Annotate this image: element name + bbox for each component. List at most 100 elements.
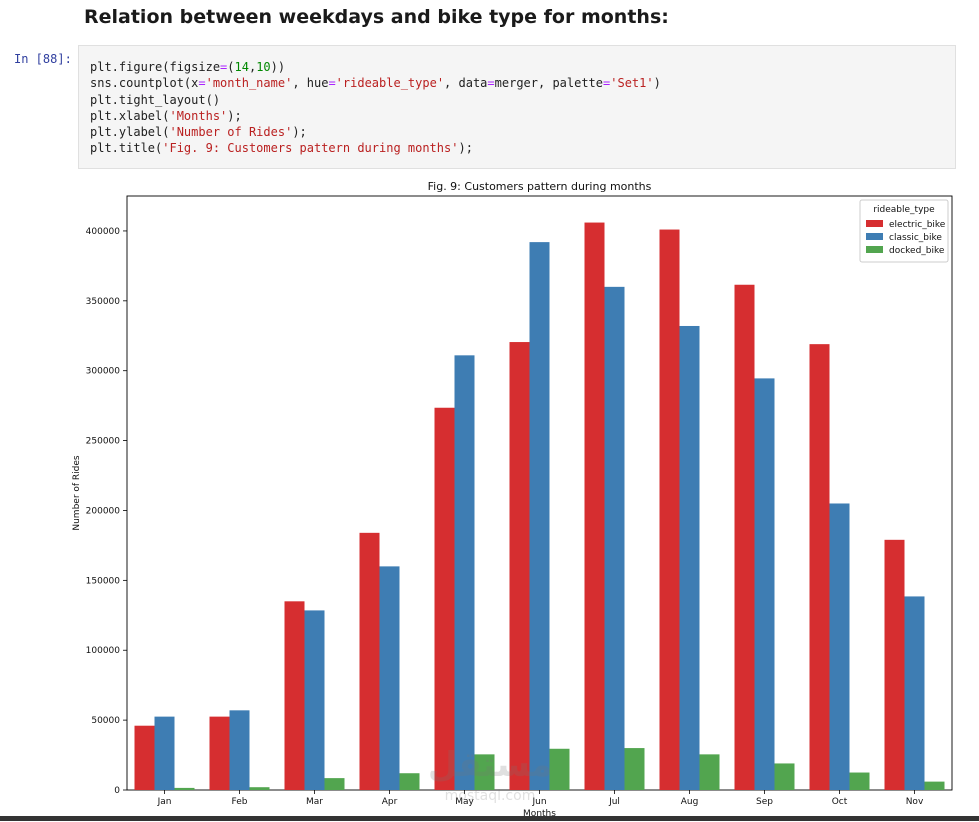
y-tick-label: 250000 (86, 437, 121, 447)
code-token: ( (227, 60, 235, 74)
code-token: merger, palette (494, 76, 604, 91)
bar-classic_bike-nov (904, 596, 925, 790)
bar-electric_bike-sep (734, 284, 755, 790)
y-tick-label: 150000 (86, 576, 121, 586)
code-line: plt.xlabel('Months'); (90, 108, 955, 124)
code-token: = (603, 76, 611, 91)
code-token: 'rideable_type' (335, 76, 445, 91)
code-token: plt.xlabel( (90, 108, 170, 123)
code-token: 'month_name' (205, 76, 293, 91)
code-token: 10 (256, 60, 271, 74)
bar-docked_bike-oct (849, 772, 870, 790)
bar-classic_bike-aug (679, 325, 700, 790)
bar-docked_bike-apr (399, 773, 420, 790)
y-axis-label: Number of Rides (72, 455, 82, 531)
code-token: , hue (292, 76, 329, 91)
code-token: ); (458, 141, 473, 156)
x-tick-label: Aug (681, 797, 699, 807)
code-line: plt.title('Fig. 9: Customers pattern dur… (90, 140, 955, 156)
bar-classic_bike-mar (304, 610, 325, 790)
bar-electric_bike-mar (284, 601, 305, 790)
bar-electric_bike-oct (809, 344, 830, 790)
bar-docked_bike-may (474, 754, 495, 790)
bar-electric_bike-aug (659, 229, 680, 791)
bar-docked_bike-nov (924, 781, 945, 790)
y-tick-label: 0 (114, 786, 120, 796)
bar-classic_bike-jan (154, 716, 175, 790)
x-tick-label: Sep (756, 797, 773, 807)
y-tick-label: 100000 (86, 646, 121, 656)
x-tick-label: Feb (232, 797, 248, 807)
x-tick-label: Jun (531, 797, 546, 807)
bar-docked_bike-mar (324, 778, 345, 790)
legend-swatch-electric_bike (866, 220, 883, 227)
bar-classic_bike-apr (379, 566, 400, 790)
code-token: ) (653, 76, 661, 91)
bar-classic_bike-jun (529, 242, 550, 791)
code-token: plt.ylabel( (90, 125, 170, 140)
bar-docked_bike-jun (549, 748, 570, 790)
code-line: plt.ylabel('Number of Rides'); (90, 124, 955, 140)
bar-classic_bike-may (454, 355, 475, 790)
legend-title: rideable_type (873, 205, 935, 215)
legend-label-classic_bike: classic_bike (889, 233, 942, 243)
x-tick-label: Jul (608, 797, 620, 807)
section-heading: Relation between weekdays and bike type … (84, 6, 669, 28)
code-token: sns.countplot(x (90, 76, 199, 91)
code-token: 14 (234, 60, 249, 74)
bar-docked_bike-jan (174, 787, 195, 790)
code-editor[interactable]: plt.figure(figsize=(14,10)) sns.countplot… (79, 46, 955, 157)
x-axis-label: Months (523, 809, 556, 818)
code-token: 'Months' (169, 108, 228, 123)
bar-chart: Fig. 9: Customers pattern during months … (72, 180, 953, 819)
cell-output: Fig. 9: Customers pattern during months … (72, 176, 958, 822)
chart-title: Fig. 9: Customers pattern during months (428, 180, 652, 193)
bar-electric_bike-jan (134, 725, 155, 790)
bottom-edge-bar (0, 816, 979, 821)
bar-docked_bike-aug (699, 754, 720, 790)
bar-electric_bike-feb (209, 716, 230, 790)
code-token: plt.tight_layout() (90, 92, 221, 107)
y-tick-label: 50000 (91, 716, 120, 726)
bar-classic_bike-oct (829, 503, 850, 790)
bar-electric_bike-may (434, 407, 455, 790)
legend-swatch-classic_bike (866, 233, 883, 240)
svg-text:mostaql.com: mostaql.com (445, 788, 536, 804)
code-token: = (487, 76, 495, 91)
bar-docked_bike-jul (624, 748, 645, 790)
x-tick-label: Nov (906, 797, 924, 807)
bar-classic_bike-sep (754, 378, 775, 790)
code-token: , data (444, 76, 488, 91)
code-token: = (328, 76, 336, 91)
code-cell[interactable]: plt.figure(figsize=(14,10)) sns.countplot… (78, 45, 956, 169)
code-token: = (220, 60, 228, 74)
svg-text:مستقل: مستقل (428, 745, 552, 785)
legend-label-electric_bike: electric_bike (889, 220, 946, 230)
legend-label-docked_bike: docked_bike (889, 246, 945, 256)
code-token: , (248, 60, 257, 74)
code-token: plt.figure(figsize (90, 60, 221, 74)
code-line: plt.figure(figsize=(14,10)) (90, 59, 955, 75)
code-token: ); (227, 108, 242, 123)
code-line: plt.tight_layout() (90, 92, 955, 108)
watermark-logo: مستقل mostaql.com (428, 745, 552, 804)
bar-electric_bike-nov (884, 539, 905, 790)
bar-docked_bike-sep (774, 763, 795, 790)
bar-electric_bike-jun (509, 342, 530, 790)
bar-classic_bike-jul (604, 286, 625, 790)
x-tick-label: Apr (382, 797, 398, 807)
bar-classic_bike-feb (229, 710, 250, 790)
x-tick-label: Mar (306, 797, 323, 807)
y-tick-label: 400000 (86, 227, 121, 237)
legend-swatch-docked_bike (866, 246, 883, 253)
chart-legend: rideable_type electric_bike classic_bikedo… (859, 199, 949, 263)
y-tick-label: 350000 (86, 297, 121, 307)
code-token: ); (292, 125, 307, 140)
code-token: plt.title( (90, 141, 163, 156)
code-token: 'Set1' (610, 76, 654, 91)
cell-prompt: In [88]: (14, 52, 72, 66)
code-line: sns.countplot(x='month_name', hue='ridea… (90, 75, 955, 91)
x-tick-label: Oct (832, 797, 848, 807)
code-token: = (198, 76, 206, 91)
y-tick-label: 300000 (86, 367, 121, 377)
